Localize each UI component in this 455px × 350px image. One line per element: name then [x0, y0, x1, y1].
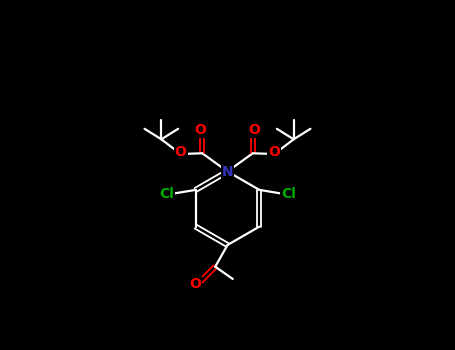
Text: O: O — [268, 145, 280, 159]
Text: Cl: Cl — [159, 187, 174, 201]
Text: O: O — [195, 123, 207, 137]
Text: Cl: Cl — [281, 187, 296, 201]
Text: O: O — [189, 277, 201, 291]
Text: O: O — [175, 145, 187, 159]
Text: N: N — [222, 164, 233, 178]
Text: O: O — [248, 123, 260, 137]
